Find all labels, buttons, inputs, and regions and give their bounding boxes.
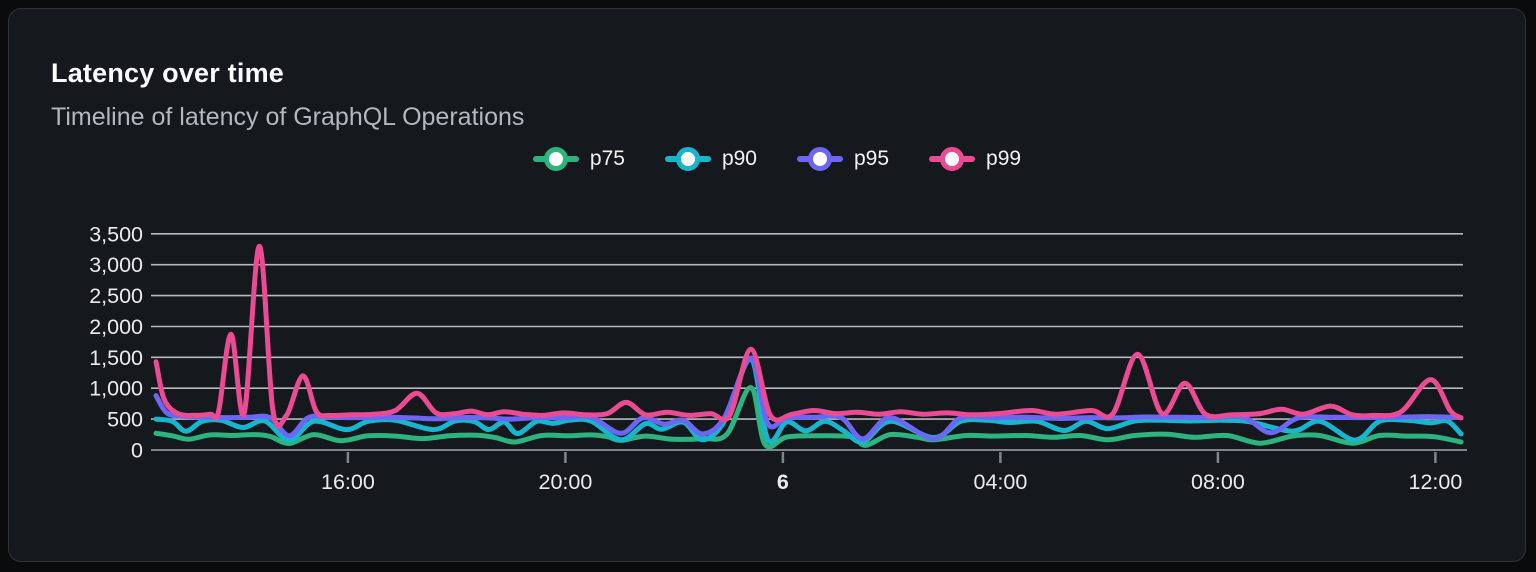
y-axis-label: 1,000 — [89, 377, 143, 401]
x-axis-label: 08:00 — [1191, 470, 1245, 494]
legend-dot — [940, 147, 965, 171]
series-line-p99[interactable] — [153, 243, 1464, 429]
y-axis-label: 3,000 — [89, 253, 143, 277]
x-axis-label: 12:00 — [1408, 470, 1462, 494]
legend-dot — [543, 147, 568, 171]
legend-label: p99 — [986, 147, 1022, 170]
series-line-p75[interactable] — [153, 385, 1464, 450]
legend-item-p95[interactable]: p95 — [797, 145, 889, 173]
x-axis-label: 6 — [777, 470, 789, 494]
x-axis-label: 20:00 — [538, 470, 592, 494]
y-axis-label: 2,000 — [89, 315, 143, 339]
legend-dot — [808, 147, 832, 171]
y-axis-label: 0 — [131, 439, 143, 463]
legend-label: p90 — [721, 147, 757, 170]
legend-marker-p95-icon — [797, 145, 843, 173]
legend-marker-p75-icon — [532, 145, 579, 173]
legend-item-p90[interactable]: p90 — [664, 145, 757, 173]
legend-label: p75 — [589, 147, 625, 170]
x-axis-label: 16:00 — [321, 470, 375, 494]
y-axis-label: 1,500 — [89, 346, 143, 370]
y-axis-label: 2,500 — [89, 284, 143, 308]
y-axis-label: 500 — [107, 408, 143, 432]
chart-subtitle: Timeline of latency of GraphQL Operation… — [51, 103, 525, 131]
legend-marker-p90-icon — [664, 145, 711, 173]
legend-label: p95 — [854, 147, 890, 170]
legend-item-p99[interactable]: p99 — [929, 145, 1021, 173]
chart-legend: p75 p90 p95 p99 — [9, 145, 1536, 173]
legend-marker-p99-icon — [929, 145, 976, 173]
latency-chart-card: Latency over time Timeline of latency of… — [8, 8, 1526, 562]
legend-dot — [675, 147, 700, 171]
y-axis-label: 3,500 — [89, 222, 143, 246]
chart-title: Latency over time — [51, 58, 284, 88]
legend-item-p75[interactable]: p75 — [532, 145, 625, 173]
latency-timeline-chart[interactable]: 0 500 1,000 1,500 2,000 2,500 3,000 3,500 16:00 2… — [9, 9, 1529, 554]
x-axis-label: 04:00 — [973, 470, 1027, 494]
